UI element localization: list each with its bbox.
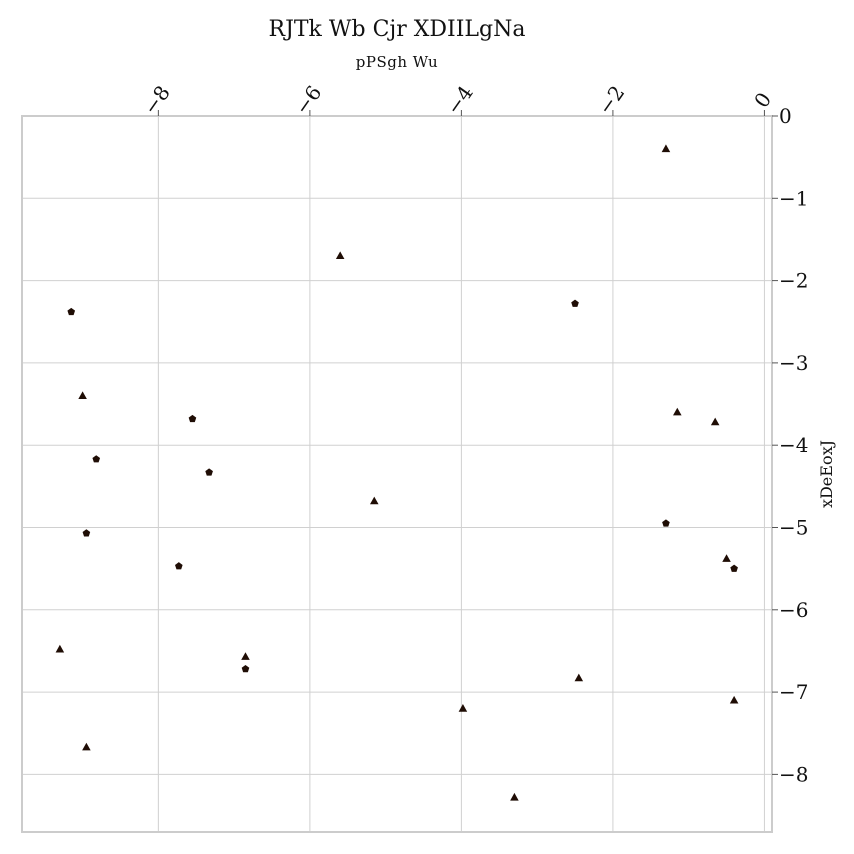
triangle-point [241, 652, 250, 660]
triangle-point [78, 391, 87, 399]
chart-subtitle: pPSgh Wu [356, 53, 438, 71]
chart-title: RJTk Wb Cjr XDIILgNa [269, 17, 526, 42]
x-tick-label: −4 [441, 81, 478, 119]
pentagon-point [205, 468, 213, 476]
triangle-point [710, 417, 720, 426]
data-points [55, 144, 739, 801]
triangle-point [335, 251, 345, 260]
y-tick-label: −4 [779, 433, 808, 457]
triangle-point [729, 695, 739, 704]
pentagon-point [241, 665, 250, 673]
grid [22, 115, 772, 832]
pentagon-point [188, 414, 197, 423]
x-tick-label: 0 [749, 88, 776, 112]
pentagon-point [92, 455, 101, 463]
y-tick-label: −8 [779, 762, 808, 786]
x-axis: −8 −6 −4 −2 0 [138, 81, 776, 119]
triangle-point [510, 792, 519, 801]
y-tick-label: −5 [779, 515, 808, 539]
x-tick-label: −6 [290, 81, 327, 119]
y-axis-label: xDeEoxJ [817, 440, 836, 508]
y-tick-label: 0 [779, 104, 792, 128]
triangle-point [82, 742, 91, 751]
y-tick-label: −6 [779, 598, 808, 622]
x-tick-label: −2 [593, 81, 630, 119]
y-tick-label: −3 [779, 351, 808, 375]
triangle-point [661, 144, 671, 153]
x-tick-label: −8 [138, 81, 175, 119]
triangle-point [722, 554, 731, 562]
triangle-point [369, 496, 379, 505]
triangle-point [673, 407, 682, 416]
pentagon-point [67, 307, 76, 316]
y-tick-label: −7 [779, 680, 808, 704]
triangle-point [574, 673, 584, 682]
pentagon-point [571, 299, 579, 307]
y-tick-label: −2 [779, 269, 808, 293]
triangle-point [458, 704, 468, 712]
triangle-point [55, 644, 65, 653]
plot-frame [21, 115, 773, 833]
pentagon-point [730, 564, 738, 572]
pentagon-point [662, 519, 670, 527]
y-tick-label: −1 [779, 186, 808, 210]
pentagon-point [82, 529, 91, 537]
pentagon-point [175, 562, 183, 570]
y-axis: 0 −1 −2 −3 −4 −5 −6 −7 −8 [772, 104, 808, 786]
